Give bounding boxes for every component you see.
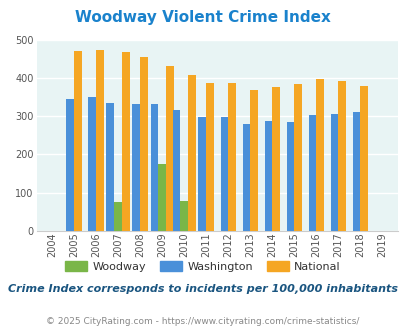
Bar xyxy=(286,122,294,231)
Bar xyxy=(330,114,337,231)
Bar xyxy=(106,103,114,231)
Bar xyxy=(228,83,235,231)
Bar xyxy=(249,90,257,231)
Bar xyxy=(150,104,158,231)
Bar xyxy=(132,104,140,231)
Text: Crime Index corresponds to incidents per 100,000 inhabitants: Crime Index corresponds to incidents per… xyxy=(8,284,397,294)
Bar xyxy=(264,121,272,231)
Bar xyxy=(242,124,249,231)
Bar xyxy=(272,87,279,231)
Bar xyxy=(88,97,96,231)
Bar xyxy=(352,112,360,231)
Bar xyxy=(220,117,228,231)
Bar xyxy=(206,83,213,231)
Bar xyxy=(172,111,180,231)
Bar xyxy=(66,99,74,231)
Bar xyxy=(158,164,166,231)
Bar xyxy=(294,84,301,231)
Bar xyxy=(188,75,195,231)
Bar xyxy=(114,202,121,231)
Bar xyxy=(74,51,81,231)
Bar xyxy=(308,115,315,231)
Bar xyxy=(198,117,206,231)
Bar xyxy=(315,79,323,231)
Bar xyxy=(360,85,367,231)
Bar xyxy=(140,57,147,231)
Bar xyxy=(166,66,173,231)
Legend: Woodway, Washington, National: Woodway, Washington, National xyxy=(60,256,345,276)
Text: Woodway Violent Crime Index: Woodway Violent Crime Index xyxy=(75,10,330,25)
Bar xyxy=(180,201,188,231)
Bar xyxy=(96,50,104,231)
Text: © 2025 CityRating.com - https://www.cityrating.com/crime-statistics/: © 2025 CityRating.com - https://www.city… xyxy=(46,317,359,326)
Bar xyxy=(122,52,129,231)
Bar xyxy=(337,81,345,231)
